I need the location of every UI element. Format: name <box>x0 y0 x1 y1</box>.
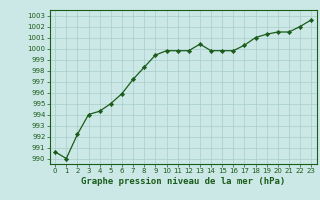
X-axis label: Graphe pression niveau de la mer (hPa): Graphe pression niveau de la mer (hPa) <box>81 177 285 186</box>
